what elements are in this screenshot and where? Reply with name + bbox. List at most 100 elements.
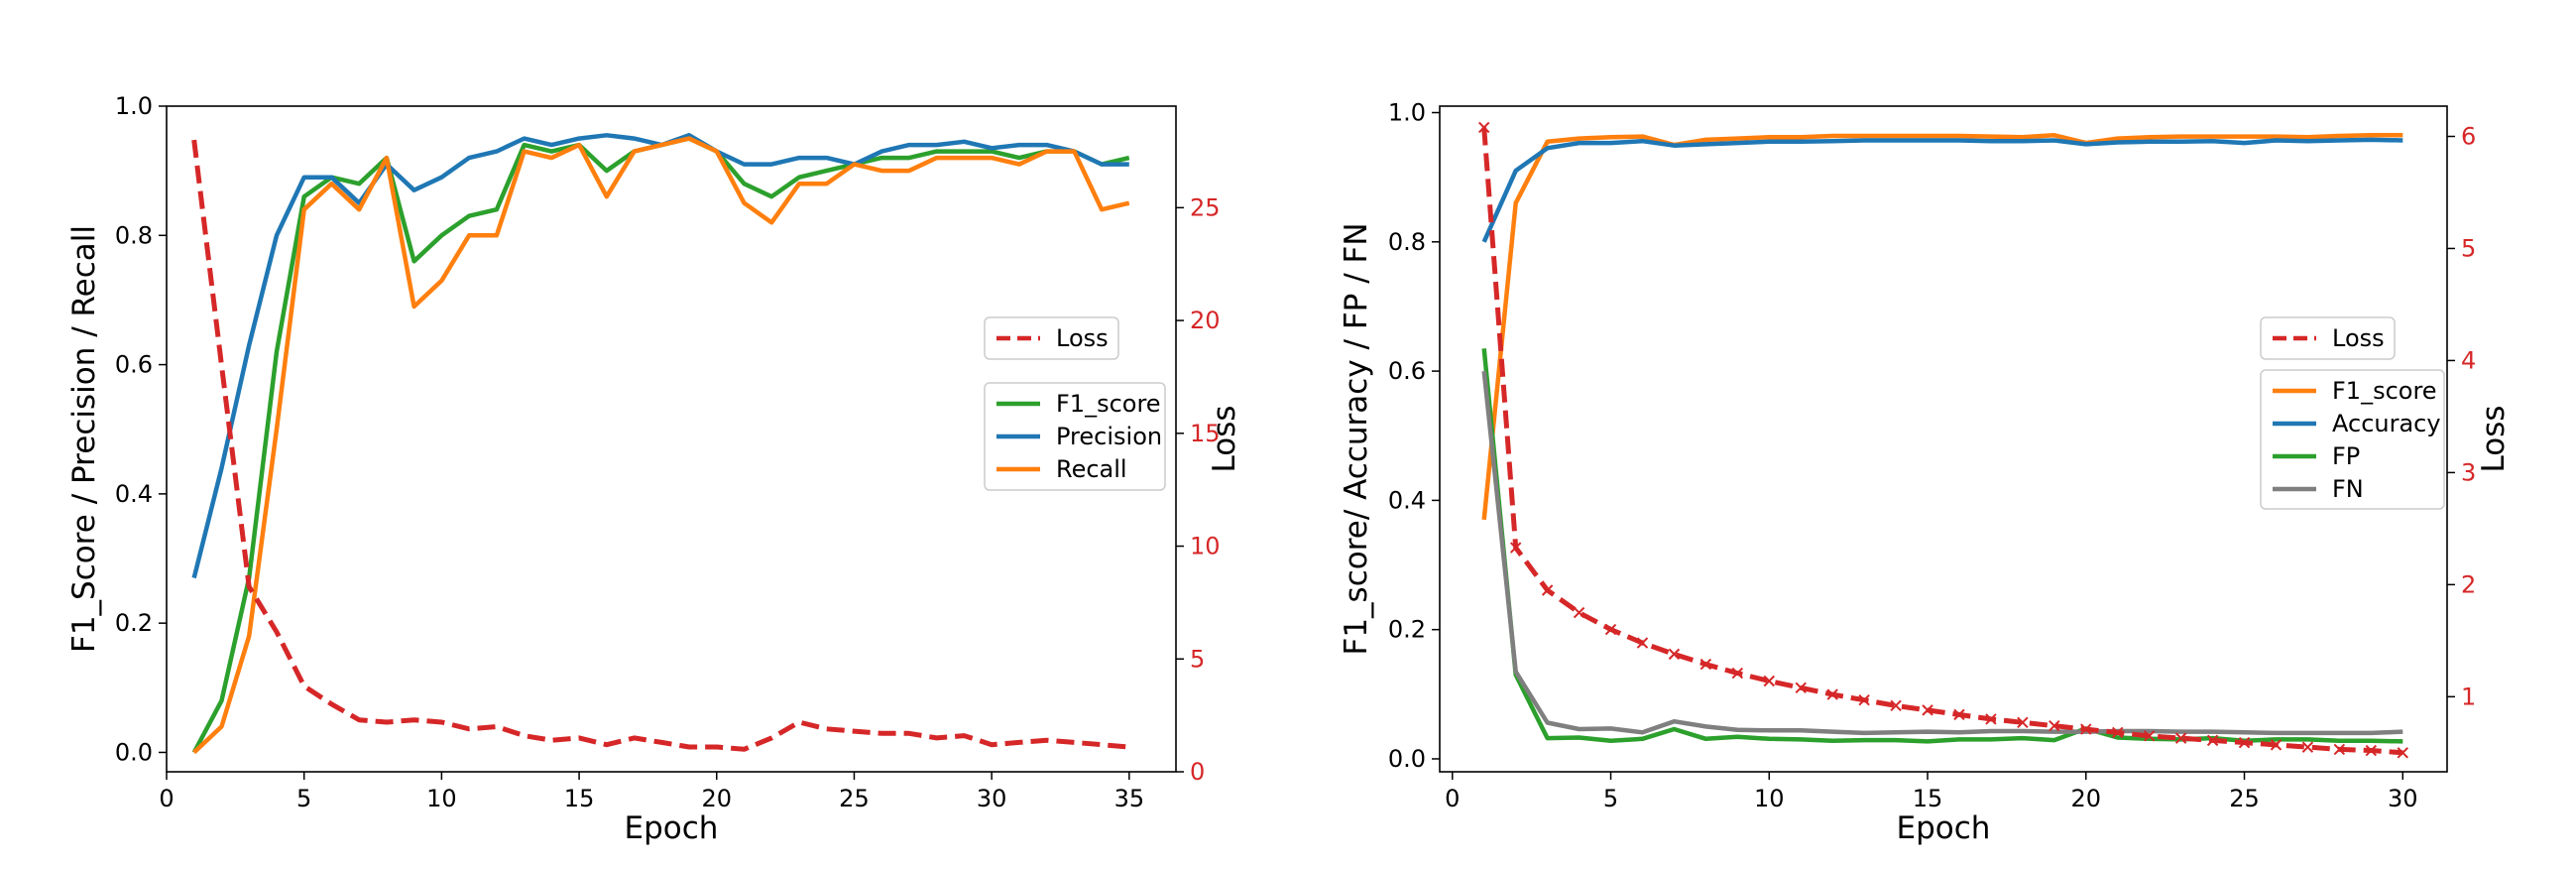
y2-tick-label: 2 [2461,570,2476,598]
legend-label: F1_score [1056,390,1161,418]
data-point-marker [2174,732,2187,744]
chart-right: 0 5 10 15 20 25 30 0.0 0.2 0.4 0.6 0.8 1.0 1 2 3 4 5 6 Epoc… [1339,99,2512,846]
chart-left: 0 5 10 15 20 25 30 35 0.0 0.2 0.4 0.6 0.8 1.0 0 5 10 15 20… [66,92,1242,846]
y2-tick-label: 5 [1190,645,1205,673]
legend-metrics: F1_score Precision Recall [984,382,1166,491]
legend-label: Loss [2332,324,2385,352]
plot-frame [1439,105,2448,773]
legend-loss: Loss [984,316,1119,360]
legend-box [984,382,1166,491]
series-line-accuracy [1481,137,2403,243]
y-tick-label: 0.8 [1388,228,1426,256]
x-tick-label: 10 [1754,785,1785,812]
legend-label: FP [2332,442,2360,470]
y2-tick-label: 10 [1190,533,1221,560]
data-point-marker [1826,688,1838,700]
x-tick-label: 0 [159,785,174,812]
data-point-marker [2017,716,2029,729]
legend-metrics: F1_score Accuracy FP FN [2260,369,2445,510]
x-tick-label: 5 [1603,785,1618,812]
series-line-loss [191,139,1130,752]
y-tick-label: 0.2 [1388,616,1426,644]
data-point-marker [1985,713,1997,725]
data-point-marker [2301,741,2314,753]
data-point-marker [1604,623,1617,636]
data-point-marker [2206,734,2219,747]
x-tick-label: 25 [839,785,870,812]
y-tick-label: 0.0 [1388,745,1426,773]
y-axis-label: F1_Score / Precision / Recall [66,225,102,653]
x-tick-label: 30 [2388,785,2418,812]
x-tick-label: 5 [296,785,311,812]
data-point-marker [1731,667,1744,680]
data-point-marker [1509,542,1522,554]
data-point-marker [1541,584,1554,596]
y-tick-label: 1.0 [1388,99,1426,127]
y2-tick-label: 25 [1190,193,1221,221]
x-tick-label: 25 [2229,785,2260,812]
legend-label: F1_score [2332,377,2437,405]
x-tick-label: 0 [1445,785,1460,812]
data-point-marker [2365,744,2378,757]
data-point-marker [2143,730,2156,742]
x-tick-label: 15 [564,785,595,812]
series-line-fn [1481,370,2403,736]
y-tick-label: 0.8 [115,221,153,249]
x-tick-label: 20 [701,785,732,812]
data-point-marker [1858,693,1870,706]
data-point-marker [2238,736,2251,749]
data-point-marker [2112,726,2124,739]
x-tick-label: 20 [2071,785,2102,812]
x-tick-label: 15 [1913,785,1943,812]
data-point-marker [1795,682,1807,693]
y2-tick-label: 15 [1190,420,1221,447]
data-point-marker [2397,747,2408,759]
data-point-marker [2270,739,2283,751]
data-point-marker [1699,658,1712,671]
data-point-marker [2080,723,2092,735]
plot-frame [166,105,1177,773]
y-tick-label: 0.2 [115,609,153,637]
data-point-marker [1478,121,1490,134]
y2-axis-label: Loss [1207,406,1242,473]
y-tick-label: 0.6 [115,351,153,379]
legend-label: Accuracy [2332,410,2441,437]
data-point-marker [1922,704,1933,716]
data-point-marker [1890,699,1902,712]
x-axis-label: Epoch [625,810,719,846]
legend-box [2260,369,2445,510]
y-axis-label: F1_score/ Accuracy / FP / FN [1339,222,1374,655]
legend-label: Recall [1056,455,1127,483]
x-tick-label: 30 [977,785,1007,812]
legend-label: FN [2332,475,2364,503]
y2-tick-label: 20 [1190,307,1221,334]
legend-label: Precision [1056,423,1162,450]
legend-box [984,316,1119,360]
data-point-marker [1763,675,1775,687]
y2-tick-label: 3 [2461,458,2476,486]
y-tick-label: 0.6 [1388,357,1426,385]
series-line-recall [192,136,1130,755]
legend-label: Loss [1056,324,1109,352]
legend-box [2260,316,2396,360]
data-point-marker [1573,606,1585,619]
y2-tick-label: 6 [2461,123,2476,151]
series-line-f1-score [1481,133,2403,521]
y-tick-label: 0.0 [115,738,153,766]
series-line-loss [1481,127,2403,756]
data-point-marker [2333,743,2346,756]
y2-tick-label: 0 [1190,758,1205,786]
x-tick-label: 10 [426,785,457,812]
data-point-marker [1953,708,1965,721]
y2-tick-label: 5 [2461,234,2476,262]
data-point-marker [2049,719,2060,732]
data-point-marker [1636,637,1649,649]
legend-loss: Loss [2260,316,2396,360]
data-point-marker [1668,648,1681,661]
y2-tick-label: 4 [2461,346,2476,374]
y2-axis-label: Loss [2476,406,2512,473]
y-tick-label: 1.0 [115,92,153,120]
y2-tick-label: 1 [2461,683,2476,710]
x-tick-label: 35 [1114,785,1145,812]
